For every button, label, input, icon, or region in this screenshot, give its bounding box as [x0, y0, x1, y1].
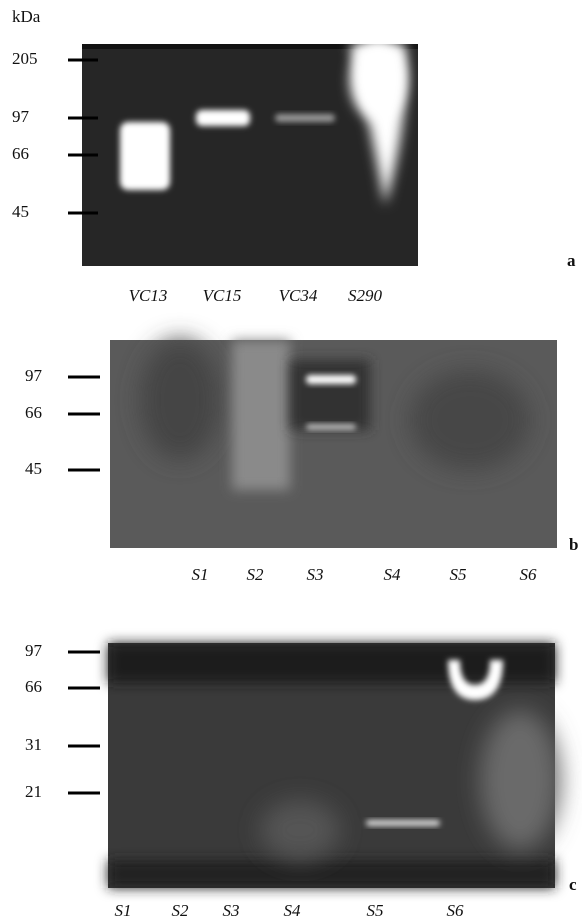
gel-a — [82, 40, 418, 266]
lane-label: VC34 — [279, 286, 318, 305]
lane-label: S4 — [284, 901, 302, 920]
marker-label: 97 — [25, 641, 43, 660]
lane-label: S5 — [450, 565, 467, 584]
lane-label: S6 — [520, 565, 538, 584]
lane-label: S6 — [447, 901, 465, 920]
marker-label: 66 — [25, 403, 42, 422]
gel-b — [110, 340, 557, 548]
panel-letter: b — [569, 535, 578, 554]
marker-label: 66 — [25, 677, 42, 696]
lane-label: S1 — [192, 565, 209, 584]
marker-label: 97 — [12, 107, 30, 126]
lane-label: VC13 — [129, 286, 168, 305]
marker-label: 205 — [12, 49, 38, 68]
unit-label: kDa — [12, 7, 41, 26]
gel-c — [108, 643, 560, 888]
marker-label: 45 — [25, 459, 42, 478]
lane-label: S2 — [172, 901, 190, 920]
marker-label: 66 — [12, 144, 29, 163]
marker-label: 45 — [12, 202, 29, 221]
lane-label: S290 — [348, 286, 383, 305]
marker-label: 31 — [25, 735, 42, 754]
panel-letter: c — [569, 875, 577, 894]
lane-label: S4 — [384, 565, 402, 584]
lane-label: VC15 — [203, 286, 242, 305]
lane-label: S1 — [115, 901, 132, 920]
lane-label: S5 — [367, 901, 384, 920]
marker-label: 21 — [25, 782, 42, 801]
marker-label: 97 — [25, 366, 43, 385]
lane-label: S3 — [223, 901, 240, 920]
lane-label: S3 — [307, 565, 324, 584]
lane-label: S2 — [247, 565, 265, 584]
figure: kDa 205 97 66 45 VC13 VC15 VC34 S290 a 97 66 45 S1 S2… — [0, 0, 582, 922]
panel-letter: a — [567, 251, 576, 270]
